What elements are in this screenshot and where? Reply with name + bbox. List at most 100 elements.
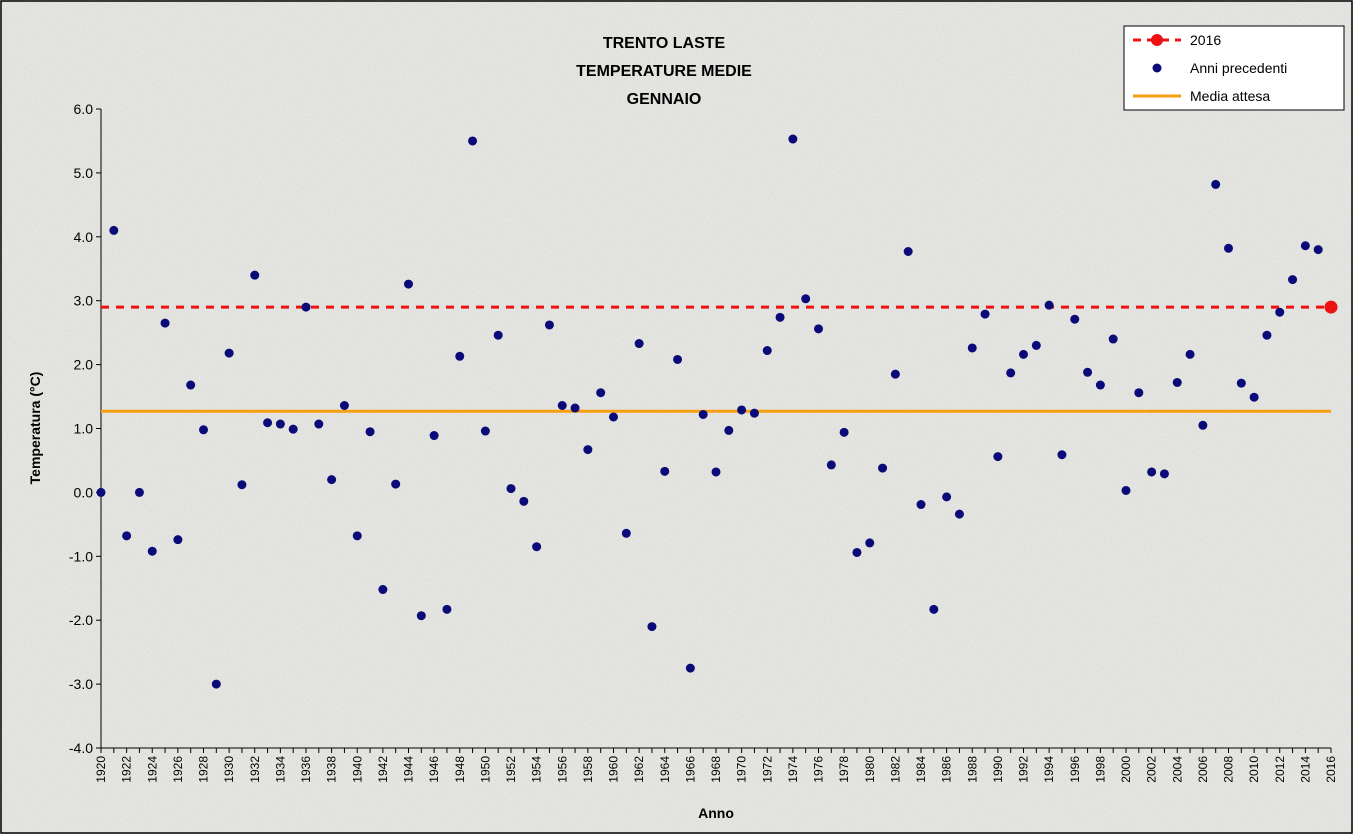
data-point-anni-precedenti (468, 136, 478, 146)
data-point-anni-precedenti (404, 279, 413, 289)
data-point-anni-precedenti (647, 622, 657, 632)
y-tick-label: -4.0 (69, 740, 93, 756)
x-tick-label: 1930 (222, 756, 236, 783)
x-tick-label: 1948 (453, 756, 467, 783)
x-tick-label: 2012 (1273, 756, 1287, 783)
data-point-anni-precedenti (737, 405, 747, 415)
data-point-anni-precedenti (916, 500, 926, 510)
data-point-anni-precedenti (954, 509, 964, 519)
chart-title-line-3: GENNAIO (627, 91, 702, 108)
data-point-anni-precedenti (609, 412, 618, 422)
data-point-anni-precedenti (544, 320, 554, 330)
data-point-anni-precedenti (442, 604, 452, 614)
data-point-anni-precedenti (1300, 241, 1310, 251)
y-tick-label: 2.0 (74, 357, 94, 373)
data-point-anni-precedenti (1031, 340, 1041, 350)
x-tick-label: 1994 (1042, 756, 1056, 783)
data-point-anni-precedenti (327, 475, 337, 485)
series-layer (96, 134, 1338, 689)
data-point-anni-precedenti (391, 479, 401, 489)
legend-anni-precedenti-marker (1152, 63, 1162, 73)
x-axis-title: Anno (698, 805, 734, 821)
data-point-anni-precedenti (711, 467, 721, 477)
data-point-anni-precedenti (275, 419, 285, 429)
x-tick-label: 1954 (530, 756, 544, 783)
data-point-anni-precedenti (1275, 307, 1285, 317)
y-tick-label: 0.0 (74, 484, 94, 500)
y-tick-label: -3.0 (69, 676, 93, 692)
x-tick-label: 1984 (914, 756, 928, 783)
data-point-anni-precedenti (839, 427, 849, 437)
x-tick-label: 1986 (940, 756, 954, 783)
x-tick-label: 1946 (427, 756, 441, 783)
legend-anni-precedenti-label: Anni precedenti (1190, 60, 1287, 76)
y-tick-label: 5.0 (74, 165, 94, 181)
y-tick-label: 1.0 (74, 421, 94, 437)
x-tick-label: 2000 (1119, 756, 1133, 783)
data-point-anni-precedenti (1262, 330, 1272, 340)
data-point-anni-precedenti (1070, 314, 1080, 324)
y-tick-label: -1.0 (69, 548, 93, 564)
x-tick-label: 1960 (607, 756, 621, 783)
data-point-anni-precedenti (570, 403, 580, 413)
x-tick-label: 1996 (1068, 756, 1082, 783)
data-point-anni-precedenti (122, 531, 132, 541)
x-tick-label: 1990 (991, 756, 1005, 783)
x-tick-label: 1970 (735, 756, 749, 783)
x-tick-label: 1962 (632, 756, 646, 783)
y-axis-title: Temperatura (°C) (27, 372, 43, 485)
legend-media-attesa-label: Media attesa (1190, 88, 1270, 104)
x-tick-label: 1926 (171, 756, 185, 783)
data-point-anni-precedenti (801, 294, 811, 304)
data-point-anni-precedenti (480, 426, 490, 436)
x-tick-label: 1988 (965, 756, 979, 783)
chart-title-line-2: TEMPERATURE MEDIE (576, 63, 752, 80)
data-point-anni-precedenti (416, 611, 426, 621)
x-tick-label: 1950 (478, 756, 492, 783)
data-point-anni-precedenti (199, 425, 208, 435)
axes-layer: -4.0 -3.0 -2.0 -1.0 0.0 1.0 2.0 3.0 4.0 5.0 6.0 192… (69, 101, 1338, 783)
data-point-anni-precedenti (1224, 243, 1233, 253)
data-point-anni-precedenti (1313, 245, 1323, 255)
data-point-anni-precedenti (724, 425, 734, 435)
y-tick-label: 4.0 (74, 229, 94, 245)
data-point-anni-precedenti (173, 535, 183, 545)
data-point-anni-precedenti (993, 452, 1003, 462)
data-point-anni-precedenti (1121, 485, 1131, 495)
data-point-anni-precedenti (378, 585, 388, 595)
x-tick-label: 1976 (812, 756, 826, 783)
data-point-anni-precedenti (1044, 300, 1054, 310)
data-point-anni-precedenti (314, 419, 324, 429)
legend: 2016 Anni precedenti Media attesa (1123, 25, 1345, 111)
x-tick-label: 1938 (325, 756, 339, 783)
x-tick-label: 1940 (350, 756, 364, 783)
x-tick-label: 2006 (1196, 756, 1210, 783)
data-point-anni-precedenti (1147, 467, 1157, 477)
data-point-anni-precedenti (365, 427, 375, 437)
data-point-anni-precedenti (1172, 377, 1182, 387)
x-tick-label: 1920 (94, 756, 108, 783)
x-tick-label: 2004 (1170, 756, 1184, 783)
data-point-anni-precedenti (865, 538, 875, 548)
x-tick-label: 1942 (376, 756, 390, 783)
data-point-anni-precedenti (1108, 334, 1118, 344)
data-point-anni-precedenti (1211, 179, 1221, 189)
data-point-anni-precedenti (532, 542, 542, 552)
x-tick-label: 1924 (145, 756, 159, 783)
data-point-anni-precedenti (788, 134, 798, 144)
data-point-anni-precedenti (621, 528, 631, 538)
data-point-anni-precedenti (1236, 378, 1246, 388)
data-point-anni-precedenti (749, 408, 759, 418)
data-point-anni-precedenti (493, 330, 503, 340)
x-tick-label: 1934 (273, 756, 287, 783)
data-point-anni-precedenti (1185, 349, 1195, 359)
data-point-anni-precedenti (814, 324, 823, 334)
x-tick-label: 1956 (555, 756, 569, 783)
data-point-anni-precedenti (929, 604, 939, 614)
x-tick-label: 1922 (120, 756, 134, 783)
x-tick-label: 1972 (760, 756, 774, 783)
data-point-anni-precedenti (263, 418, 273, 428)
data-point-anni-precedenti (826, 460, 836, 470)
x-tick-label: 2014 (1298, 756, 1312, 783)
